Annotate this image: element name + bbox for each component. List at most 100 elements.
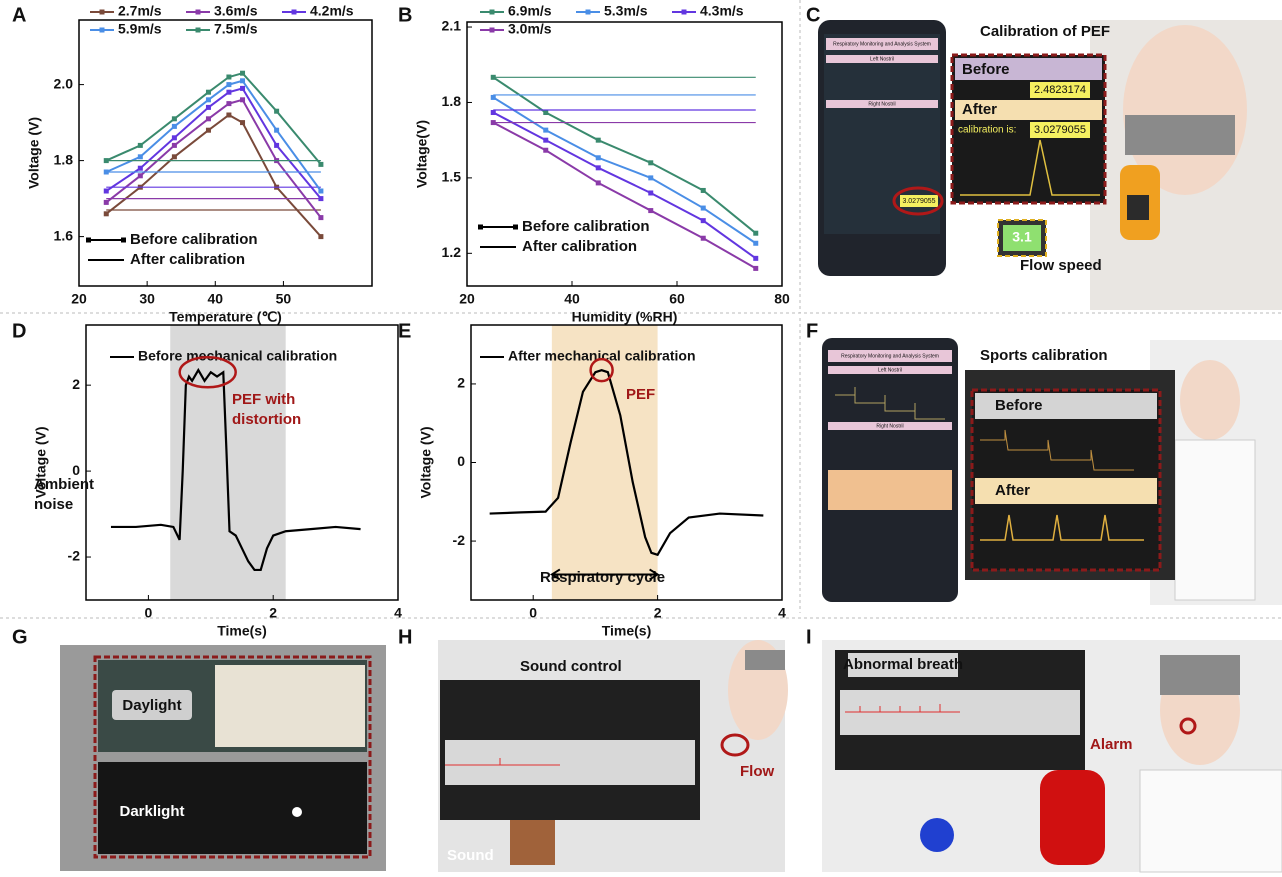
legend-marker [100,10,105,15]
x-tick-label: 2 [654,605,662,621]
point-marker [543,138,548,143]
y-tick-label: 0 [457,453,465,469]
point-marker [318,234,323,239]
legend-label: 2.7m/s [118,3,162,19]
annotation: PEF with [232,391,295,408]
point-marker [596,180,601,185]
photo-title: Sound control [520,658,622,675]
y-axis-label: Voltage (V) [26,117,42,189]
point-marker [104,211,109,216]
point-marker [648,160,653,165]
mask [1125,115,1235,155]
point-marker [701,206,706,211]
phone-label: Left Nostril [878,367,902,373]
legend-marker [196,28,201,33]
photo-h: Sound control Flow Sound [438,640,788,872]
zoom-after: After [962,101,997,118]
x-tick-label: 4 [778,605,786,621]
phone-label: Left Nostril [870,56,894,62]
sound-label: Sound [447,847,494,864]
legend-label: 5.9m/s [118,21,162,37]
legend-label: 4.2m/s [310,3,354,19]
coat [1175,440,1255,600]
point-marker [104,200,109,205]
point-marker [701,218,706,223]
x-tick-label: 80 [774,291,790,307]
legend-marker [292,10,297,15]
point-marker [318,189,323,194]
x-tick-label: 40 [207,291,223,307]
legend-marker [586,10,591,15]
flow-label: Flow [740,763,774,780]
alarm-lamp [1040,770,1105,865]
phone-label: Right Nostril [868,101,895,107]
point-marker [318,196,323,201]
app-title: Respiratory Monitoring and Analysis Syst… [833,41,931,47]
point-marker [226,113,231,118]
photo-c: Respiratory Monitoring and Analysis Syst… [818,20,1282,310]
legend-marker [121,238,126,243]
panel-label: C [806,4,820,26]
panel-label: I [806,626,812,648]
point-marker [596,138,601,143]
coat [1140,770,1282,872]
photo-title: Abnormal breath [843,656,963,673]
anemometer-screen [1127,195,1149,220]
legend-label: Before mechanical calibration [138,348,337,364]
legend-label: 3.0m/s [508,21,552,37]
annotation: Respiratory cycle [540,569,665,586]
legend-marker [100,28,105,33]
legend-marker [513,225,518,230]
phone-value: 3.0279055 [902,198,935,205]
point-marker [701,236,706,241]
panel-label: G [12,626,28,648]
point-marker [753,256,758,261]
legend-marker [196,10,201,15]
point-marker [206,128,211,133]
y-tick-label: 2.1 [442,18,462,34]
point-marker [226,90,231,95]
point-marker [543,128,548,133]
photo-f: Respiratory Monitoring and Analysis Syst… [822,338,1282,605]
y-tick-label: 1.6 [54,227,74,243]
x-tick-label: 2 [269,605,277,621]
point-marker [240,71,245,76]
annotation: distortion [232,411,301,428]
zoom-before: Before [995,397,1043,414]
panel-label: F [806,320,818,342]
series-line [493,77,756,233]
annotation: noise [34,496,73,513]
before-value: 2.4823174 [1034,84,1086,96]
legend-label: Before calibration [130,231,258,248]
point-marker [274,109,279,114]
point-marker [648,175,653,180]
day-label: Daylight [122,697,181,714]
point-marker [240,120,245,125]
photo-i: Abnormal breath Alarm [822,640,1282,872]
legend-label: Before calibration [522,218,650,235]
y-tick-label: 1.8 [54,151,74,167]
panel-label: H [398,626,412,648]
breadboard [215,665,365,747]
series-line [493,113,756,259]
legend-label: 4.3m/s [700,3,744,19]
photo-g: Daylight Darklight [60,645,386,871]
point-marker [138,154,143,159]
point-marker [172,135,177,140]
photo-title: Sports calibration [980,347,1108,364]
legend-label: 3.6m/s [214,3,258,19]
legend-label: 7.5m/s [214,21,258,37]
point-marker [104,189,109,194]
point-marker [491,110,496,115]
x-tick-label: 60 [669,291,685,307]
point-marker [172,143,177,148]
legend-label: 5.3m/s [604,3,648,19]
annotation: PEF [626,386,655,403]
x-tick-label: 4 [394,605,402,621]
panel-label: D [12,320,26,342]
point-marker [274,128,279,133]
mask [1160,655,1240,695]
point-marker [753,266,758,271]
waveform-area [445,740,695,785]
point-marker [138,166,143,171]
